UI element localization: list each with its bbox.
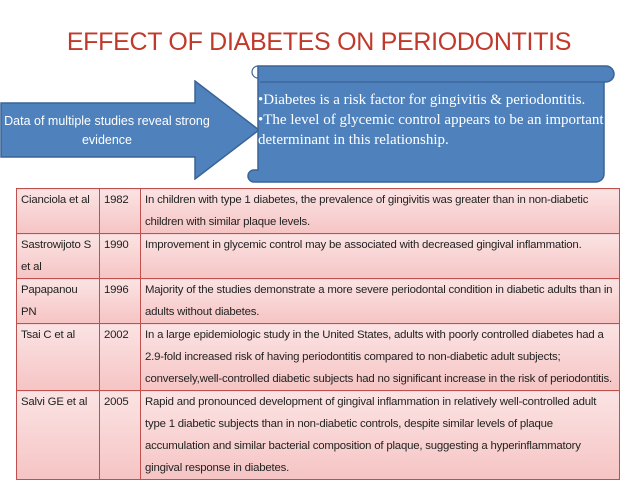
- author-cell: Papapanou PN: [16, 278, 100, 324]
- year-cell: 1990: [99, 233, 141, 279]
- author-cell: Salvi GE et al: [16, 390, 100, 480]
- studies-table: Cianciola et al 1982 In children with type…: [16, 188, 620, 480]
- table-row: Sastrowijoto S et al 1990 Improvement in g…: [16, 233, 620, 279]
- year-cell: 2005: [99, 390, 141, 480]
- table-row: Salvi GE et al 2005 Rapid and pronounced d…: [16, 390, 620, 480]
- author-cell: Tsai C et al: [16, 323, 100, 391]
- scroll-banner-shape: [247, 65, 615, 183]
- table-row: Papapanou PN 1996 Majority of the studies …: [16, 278, 620, 324]
- finding-cell: Improvement in glycemic control may be a…: [140, 233, 620, 279]
- finding-cell: In children with type 1 diabetes, the pr…: [140, 188, 620, 234]
- table-row: Cianciola et al 1982 In children with type…: [16, 188, 620, 234]
- scroll-point: •Diabetes is a risk factor for gingiviti…: [258, 92, 586, 108]
- scroll-point: •The level of glycemic control appears t…: [258, 112, 604, 148]
- scroll-text: •Diabetes is a risk factor for gingiviti…: [258, 90, 608, 150]
- arrow-text: Data of multiple studies reveal strong e…: [4, 114, 210, 147]
- author-cell: Sastrowijoto S et al: [16, 233, 100, 279]
- year-cell: 1982: [99, 188, 141, 234]
- author-cell: Cianciola et al: [16, 188, 100, 234]
- finding-cell: Rapid and pronounced development of ging…: [140, 390, 620, 480]
- year-cell: 2002: [99, 323, 141, 391]
- slide-title: EFFECT OF DIABETES ON PERIODONTITIS: [66, 28, 572, 56]
- year-cell: 1996: [99, 278, 141, 324]
- finding-cell: Majority of the studies demonstrate a mo…: [140, 278, 620, 324]
- table-row: Tsai C et al 2002 In a large epidemiologic…: [16, 323, 620, 391]
- right-arrow-shape: [0, 80, 261, 180]
- finding-cell: In a large epidemiologic study in the Un…: [140, 323, 620, 391]
